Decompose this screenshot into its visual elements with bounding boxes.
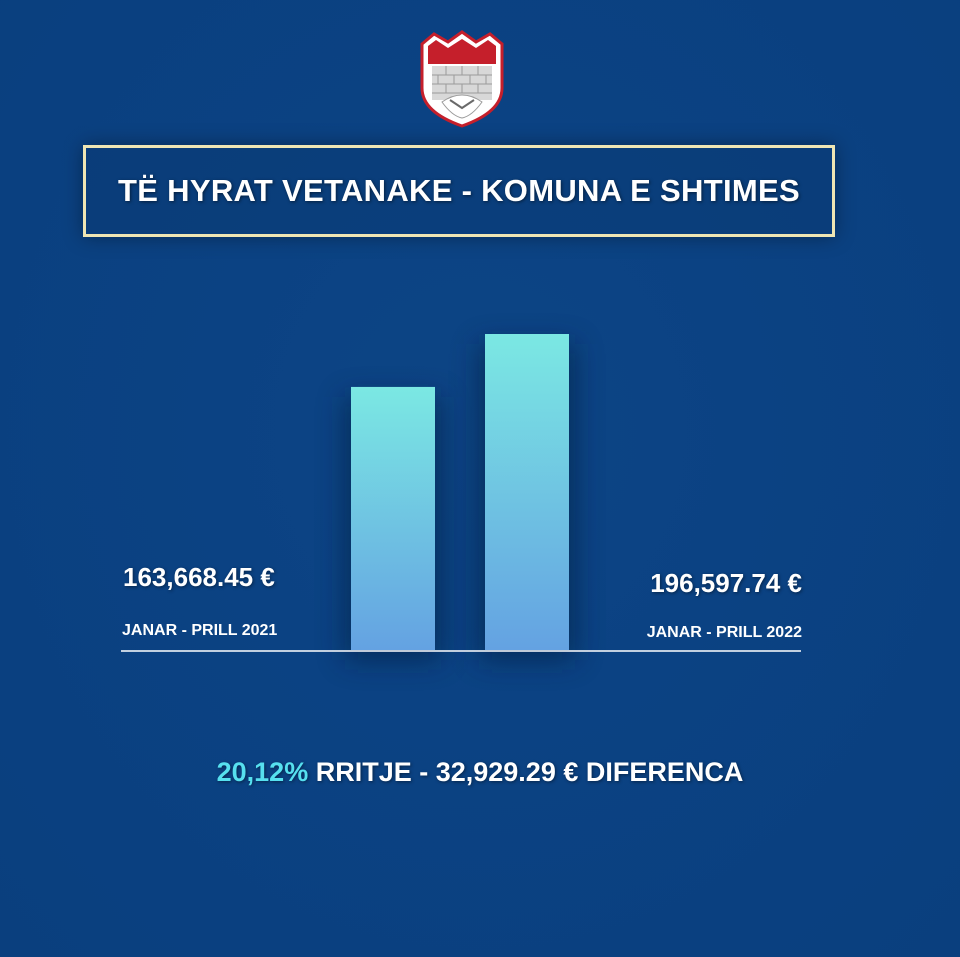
title-box: TË HYRAT VETANAKE - KOMUNA E SHTIMES: [83, 145, 835, 237]
growth-difference-text: RRITJE - 32,929.29 € DIFERENCA: [308, 757, 744, 787]
bar-2021: [351, 386, 435, 650]
value-label-2022: 196,597.74 €: [650, 568, 802, 598]
summary-footer: 20,12% RRITJE - 32,929.29 € DIFERENCA: [0, 757, 960, 788]
municipality-coat-of-arms-logo: [420, 30, 504, 128]
category-label-2022: JANAR - PRILL 2022: [646, 624, 802, 641]
page-title: TË HYRAT VETANAKE - KOMUNA E SHTIMES: [118, 173, 800, 208]
growth-percent: 20,12%: [216, 757, 309, 787]
category-label-2021: JANAR - PRILL 2021: [122, 622, 278, 639]
value-label-2021: 163,668.45 €: [123, 562, 275, 592]
bar-2022: [485, 334, 569, 650]
